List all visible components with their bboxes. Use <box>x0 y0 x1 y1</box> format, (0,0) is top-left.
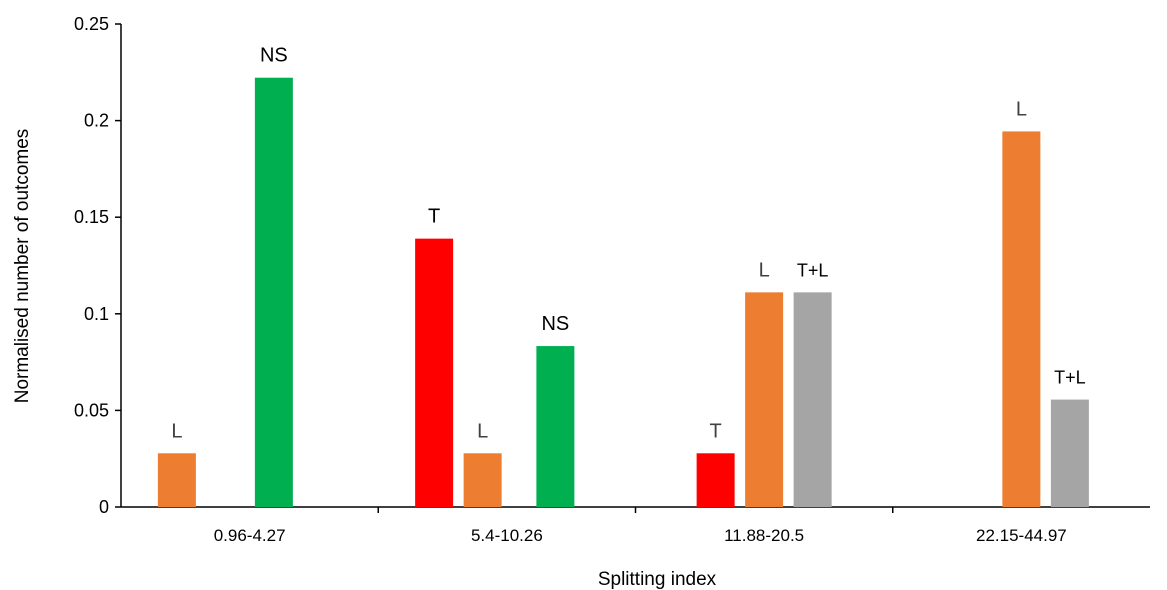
x-tick-label: 0.96-4.27 <box>214 526 286 545</box>
x-tick-label: 11.88-20.5 <box>724 526 804 545</box>
bar <box>793 292 832 507</box>
bars <box>157 77 1089 508</box>
bar-label: T+L <box>1054 368 1086 388</box>
bar-label: L <box>171 420 182 442</box>
bar-label: T+L <box>797 260 829 280</box>
bar-label: T <box>428 206 440 228</box>
y-tick-label: 0.25 <box>74 14 109 34</box>
y-tick-label: 0 <box>99 497 109 517</box>
bar-label: NS <box>260 45 288 67</box>
bar-label: L <box>477 420 488 442</box>
bar-label: L <box>1016 98 1027 120</box>
bar <box>1050 399 1089 507</box>
bar <box>157 453 196 507</box>
bar <box>745 292 784 507</box>
bar <box>415 238 454 507</box>
bar <box>1002 131 1041 508</box>
bar <box>463 453 502 507</box>
bar-label: NS <box>541 313 569 335</box>
y-axis-title: Normalised number of outcomes <box>12 129 33 404</box>
x-axis-title: Splitting index <box>598 569 717 590</box>
y-tick-label: 0.1 <box>84 304 109 324</box>
y-tick-label: 0.15 <box>74 207 109 227</box>
y-tick-label: 0.05 <box>74 400 109 420</box>
y-tick-label: 0.2 <box>84 111 109 131</box>
bar-labels: L NS T L NS T L T+L L T+L <box>171 45 1085 443</box>
bar <box>254 77 293 508</box>
x-tick-label: 5.4-10.26 <box>471 526 543 545</box>
bar-label: T <box>710 420 722 442</box>
bar <box>536 346 575 507</box>
bar-label: L <box>759 259 770 281</box>
axes: 0 0.05 0.1 0.15 0.2 0.25 0.96-4.27 5.4-10.26 11.… <box>74 14 1150 545</box>
bar <box>696 453 735 507</box>
x-tick-label: 22.15-44.97 <box>976 526 1067 545</box>
